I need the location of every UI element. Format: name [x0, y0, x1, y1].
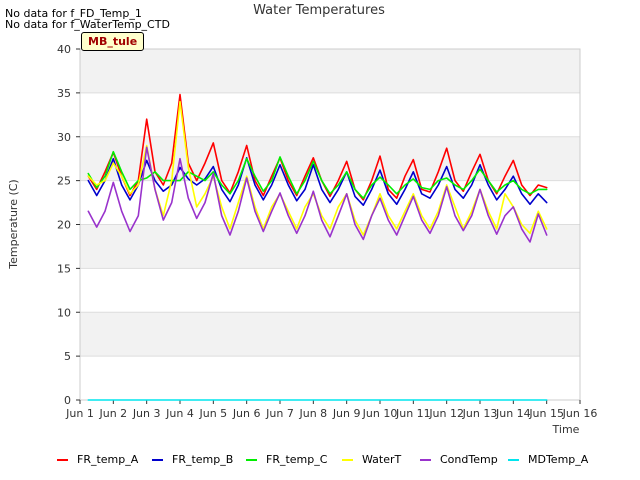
y-axis-ticks: 0 5 10 15 20 25 30 35 40	[57, 43, 80, 407]
legend-swatch	[246, 459, 257, 461]
series-lines	[87, 93, 548, 401]
legend-swatch	[57, 459, 68, 461]
grid-bands	[80, 49, 580, 401]
y-tick-label: 35	[57, 87, 71, 100]
x-tick-label: Jun 12	[428, 407, 464, 420]
grid-band	[80, 49, 580, 93]
x-tick-label: Jun 3	[132, 407, 161, 420]
y-tick-label: 40	[57, 43, 71, 56]
x-tick-label: Jun 13	[462, 407, 498, 420]
y-tick-label: 5	[64, 350, 71, 363]
legend-label: WaterT	[362, 453, 402, 466]
legend-swatch	[508, 459, 519, 461]
y-tick-label: 15	[57, 262, 71, 275]
x-axis-ticks: Jun 1 Jun 2 Jun 3 Jun 4 Jun 5 Jun 6 Jun 7 Jun 8…	[65, 400, 597, 420]
grid-band	[80, 224, 580, 269]
series-line-condtemp	[87, 146, 548, 243]
grid-band	[80, 136, 580, 181]
x-tick-label: Jun 6	[232, 407, 261, 420]
series-line-fr-temp-c	[87, 150, 548, 199]
legend-label: MDTemp_A	[528, 453, 589, 466]
y-axis-label: Temperature (C)	[7, 179, 20, 269]
x-tick-label: Jun 11	[395, 407, 431, 420]
x-tick-label: Jun 14	[495, 407, 531, 420]
x-tick-label: Jun 9	[332, 407, 361, 420]
x-tick-label: Jun 7	[265, 407, 294, 420]
x-tick-label: Jun 10	[362, 407, 398, 420]
x-tick-label: Jun 1	[65, 407, 94, 420]
legend-swatch	[152, 459, 163, 461]
site-badge: MB_tule	[81, 32, 145, 51]
x-tick-label: Jun 2	[98, 407, 127, 420]
grid-band	[80, 312, 580, 357]
no-data-note-1: No data for f_FD_Temp_1	[5, 7, 142, 20]
y-tick-label: 10	[57, 306, 71, 319]
legend-label: FR_temp_C	[266, 453, 328, 466]
legend-label: FR_temp_B	[172, 453, 234, 466]
y-tick-label: 25	[57, 175, 71, 188]
series-line-fr-temp-b	[87, 157, 548, 206]
y-tick-label: 20	[57, 219, 71, 232]
chart-title: Water Temperatures	[253, 3, 385, 18]
x-axis-label: Time	[552, 423, 580, 436]
x-tick-label: Jun 4	[165, 407, 194, 420]
no-data-note-2: No data for f_WaterTemp_CTD	[5, 18, 170, 31]
legend: FR_temp_A FR_temp_B FR_temp_C WaterT Con…	[0, 450, 640, 472]
x-tick-label: Jun 15	[528, 407, 564, 420]
legend-swatch	[342, 459, 353, 461]
x-tick-label: Jun 5	[198, 407, 227, 420]
legend-swatch	[420, 459, 431, 461]
x-tick-label: Jun 8	[298, 407, 327, 420]
y-tick-label: 0	[64, 394, 71, 407]
x-tick-label: Jun 16	[562, 407, 598, 420]
legend-label: CondTemp	[440, 453, 498, 466]
legend-label: FR_temp_A	[77, 453, 139, 466]
y-tick-label: 30	[57, 131, 71, 144]
